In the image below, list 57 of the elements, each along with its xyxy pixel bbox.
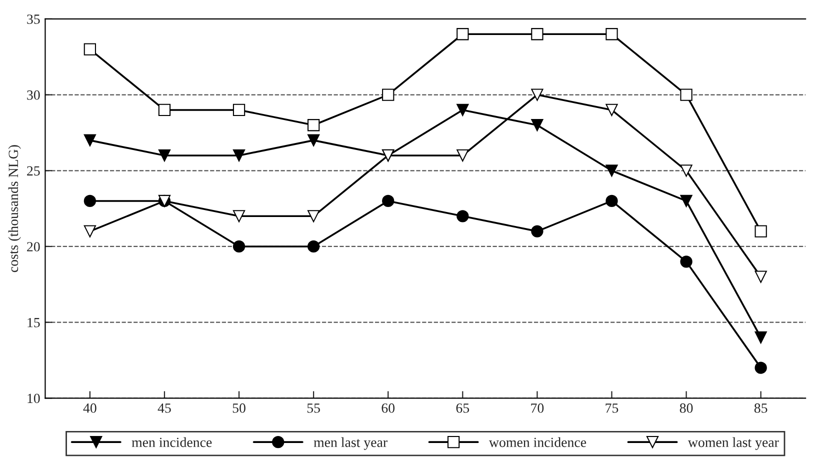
point (456, 104, 469, 116)
point (531, 119, 544, 132)
point (84, 43, 96, 56)
point (158, 104, 171, 116)
point (754, 225, 767, 238)
point (307, 240, 320, 253)
point (84, 194, 96, 208)
y-tick-label: 10 (28, 394, 40, 404)
y-tick-label: 20 (27, 242, 40, 252)
x-tick-label: 80 (680, 403, 693, 413)
x-tick-label: 45 (158, 404, 171, 413)
point (531, 225, 544, 238)
point (232, 210, 246, 222)
point (531, 28, 544, 40)
x-tick-label: 70 (531, 403, 544, 413)
x-tick-label: 60 (382, 403, 395, 413)
x-tick-label: 65 (456, 403, 470, 413)
point (680, 88, 692, 101)
point (606, 104, 618, 116)
point (456, 210, 469, 222)
point (84, 225, 96, 238)
point (456, 149, 469, 162)
point (606, 194, 618, 208)
y-tick-label: 15 (28, 318, 40, 328)
point (158, 149, 171, 162)
legend-label: women incidence (488, 437, 586, 448)
y-tick-label: 30 (27, 90, 40, 100)
point (307, 210, 320, 222)
point (680, 164, 692, 177)
legend-label: women last year (688, 437, 779, 450)
y-tick-label: 25 (27, 166, 40, 176)
point (754, 362, 767, 374)
point (754, 331, 767, 344)
x-tick-label: 50 (232, 403, 246, 413)
point (754, 270, 767, 283)
point (232, 240, 246, 253)
x-tick-label: 55 (307, 404, 320, 413)
point (84, 134, 96, 146)
y-tick-label: 35 (27, 14, 40, 24)
point (606, 164, 618, 177)
x-tick-label: 40 (83, 403, 96, 413)
point (232, 149, 246, 162)
x-tick-label: 85 (754, 403, 768, 413)
point (382, 194, 394, 208)
legend-label: men incidence (132, 437, 212, 448)
y-axis-title: costs (thousands NLG) (8, 145, 21, 272)
point (232, 104, 246, 116)
point (680, 256, 692, 268)
point (307, 119, 320, 132)
point (382, 88, 394, 101)
x-tick-label: 75 (606, 404, 618, 413)
point (456, 28, 469, 40)
point (307, 134, 320, 146)
point (531, 88, 544, 101)
legend-label: men last year (314, 437, 388, 450)
point (680, 194, 692, 208)
point (606, 28, 618, 40)
